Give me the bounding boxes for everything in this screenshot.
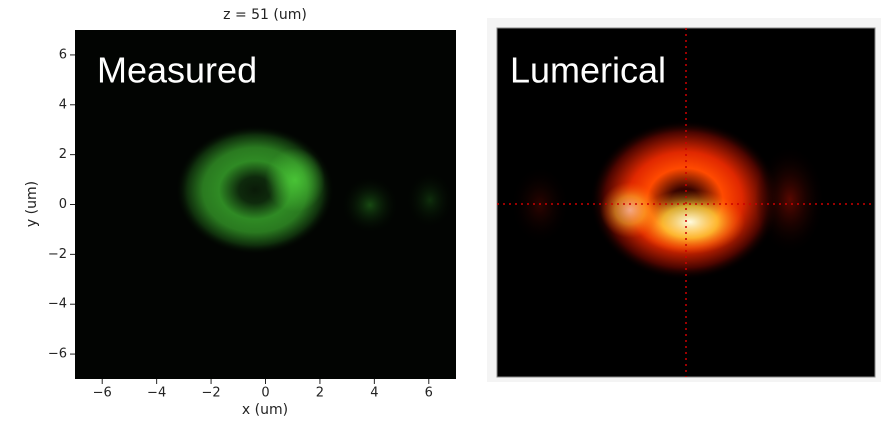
y-tick-label: 6	[59, 47, 67, 62]
x-tick-label: −2	[201, 386, 220, 401]
panel-label: Measured	[97, 50, 257, 91]
y-tick-label: −6	[48, 347, 67, 362]
x-tick-label: 0	[261, 386, 269, 401]
panel-label: Lumerical	[510, 50, 666, 91]
x-tick-label: 4	[370, 386, 378, 401]
side-lobe	[405, 170, 455, 230]
x-tick-label: 2	[316, 386, 324, 401]
side-lobe	[510, 165, 570, 245]
panel-title: z = 51 (um)	[223, 7, 307, 23]
x-tick-label: 6	[425, 386, 433, 401]
y-tick-label: −2	[48, 247, 67, 262]
mode-hotspot	[600, 182, 660, 238]
side-lobe	[340, 175, 400, 235]
figure: Measured z = 51 (um) x (um) y (um) Lumer…	[0, 0, 887, 420]
x-axis-label: x (um)	[242, 402, 288, 418]
y-tick-label: 4	[59, 97, 67, 112]
side-lobe	[755, 145, 825, 255]
y-tick-label: 0	[59, 197, 67, 212]
y-axis-label: y (um)	[24, 181, 40, 227]
x-tick-label: −4	[147, 386, 166, 401]
x-tick-label: −6	[93, 386, 112, 401]
y-tick-label: 2	[59, 147, 67, 162]
mode-spot	[265, 148, 325, 212]
y-tick-label: −4	[48, 297, 67, 312]
